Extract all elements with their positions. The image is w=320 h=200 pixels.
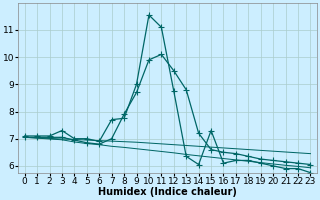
X-axis label: Humidex (Indice chaleur): Humidex (Indice chaleur) [98,187,237,197]
